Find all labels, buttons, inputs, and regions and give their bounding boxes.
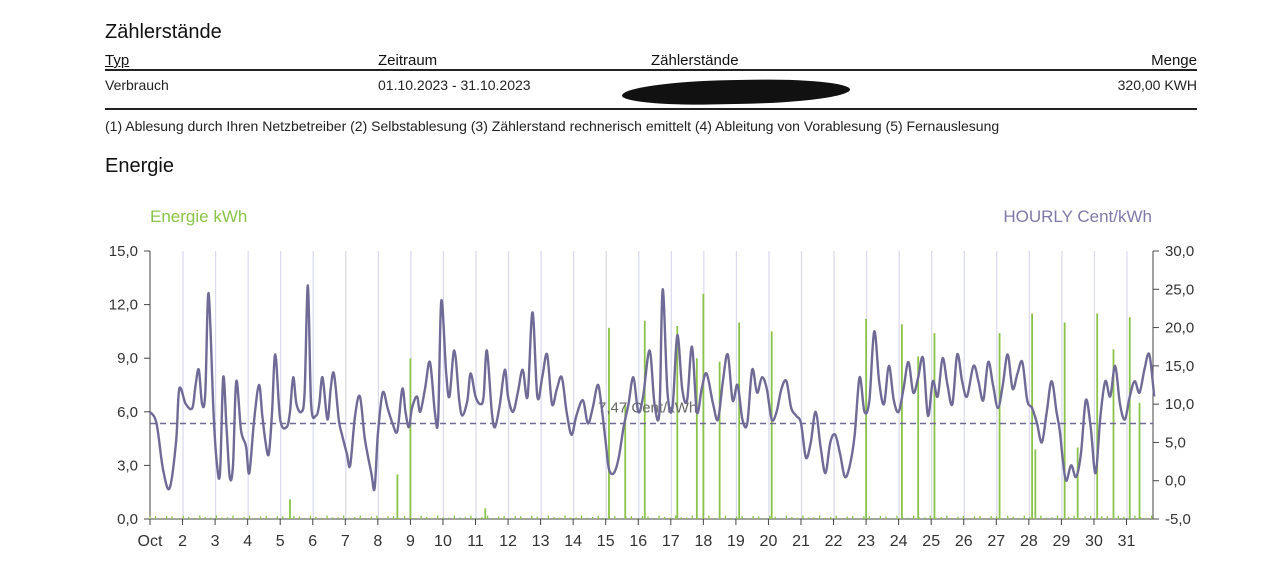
x-tick-label: 27 [987,533,1005,550]
col-header-zaehlerstaende: Zählerstände [651,52,739,69]
left-tick-label: 3,0 [117,457,138,474]
cell-typ: Verbrauch [105,77,169,93]
x-tick-label: 20 [760,533,778,550]
left-tick-label: 12,0 [109,297,138,314]
right-tick-label: 10,0 [1165,396,1194,413]
section-title: Zählerstände [105,21,222,43]
energy-title: Energie [105,155,174,177]
x-tick-label: 9 [406,533,415,550]
cell-zeitraum: 01.10.2023 - 31.10.2023 [378,77,531,93]
x-tick-label: 14 [564,533,582,550]
price-series-line [148,284,1156,492]
left-tick-label: 6,0 [117,404,138,421]
footnote: (1) Ablesung durch Ihren Netzbetreiber (… [105,118,1000,134]
x-tick-label: 19 [727,533,745,550]
x-tick-label: 16 [629,533,647,550]
x-tick-label: 26 [955,533,973,550]
x-tick-label: 4 [243,533,252,550]
x-tick-label: 22 [825,533,843,550]
col-header-menge: Menge [1151,52,1197,69]
col-header-typ: Typ [105,52,130,69]
x-tick-label: 5 [276,533,285,550]
x-tick-label: 7 [341,533,350,550]
x-tick-label: 11 [467,533,484,550]
x-tick-label: 23 [857,533,875,550]
x-tick-label: 6 [308,533,317,550]
left-tick-label: 9,0 [117,350,138,367]
right-tick-label: 0,0 [1165,473,1186,490]
x-tick-label: 31 [1118,533,1136,550]
right-tick-label: -5,0 [1165,511,1191,528]
average-label: 7,47 Cent/kWh [598,400,697,417]
x-tick-label: 12 [499,533,517,550]
x-tick-label: 2 [178,533,187,550]
left-tick-label: 0,0 [117,511,138,528]
x-tick-label: 30 [1085,533,1103,550]
x-tick-label: 28 [1020,533,1038,550]
x-tick-label: 25 [922,533,940,550]
right-tick-label: 20,0 [1165,320,1194,337]
x-tick-label: 13 [532,533,550,550]
x-tick-label: 15 [597,533,615,550]
x-tick-label: 29 [1053,533,1071,550]
right-tick-label: 5,0 [1165,434,1186,451]
x-tick-label: Oct [138,533,163,550]
x-tick-label: 8 [373,533,382,550]
legend-energy: Energie kWh [150,207,248,226]
col-header-zeitraum: Zeitraum [378,52,438,69]
x-tick-label: 18 [694,533,712,550]
x-tick-label: 24 [890,533,908,550]
x-tick-label: 10 [434,533,452,550]
x-tick-label: 21 [792,533,810,550]
right-tick-label: 25,0 [1165,281,1194,298]
cell-menge: 320,00 KWH [1117,77,1197,93]
table-header-rule [105,69,1197,71]
right-tick-label: 30,0 [1165,243,1194,260]
legend-price: HOURLY Cent/kWh [1003,207,1152,226]
right-tick-label: 15,0 [1165,358,1194,375]
table-bottom-rule [105,108,1197,110]
x-tick-label: 3 [211,533,220,550]
left-tick-label: 15,0 [109,243,138,260]
x-tick-label: 17 [662,533,680,550]
